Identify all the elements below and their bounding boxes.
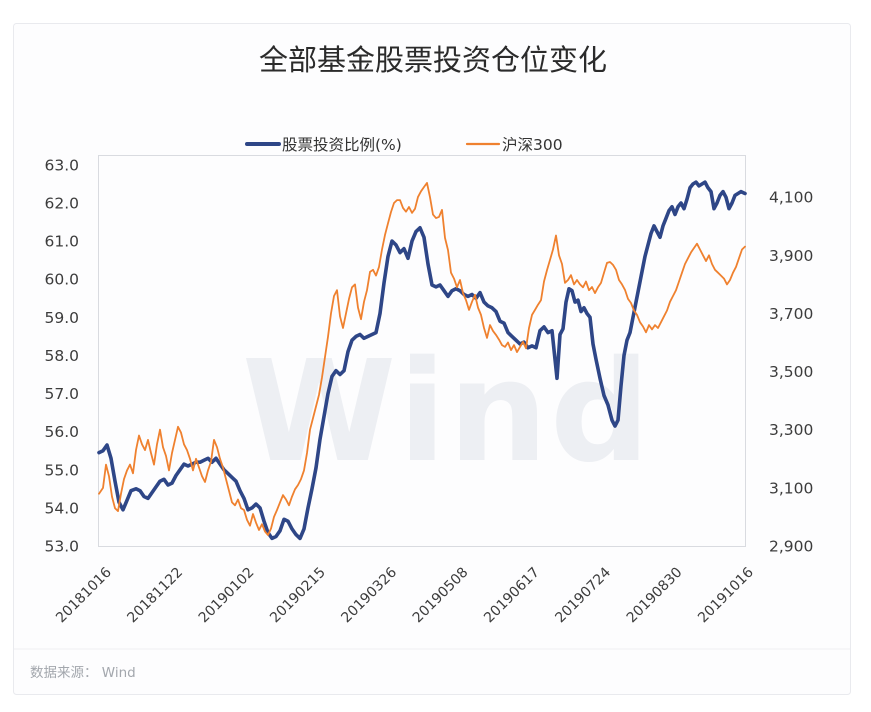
left-axis-tick-label: 56.0 (44, 423, 79, 441)
series-line-stock-ratio (97, 180, 747, 541)
right-axis-tick-label: 3,500 (769, 363, 813, 381)
right-axis-tick-label: 3,700 (769, 305, 813, 323)
right-axis-tick-label: 4,100 (769, 189, 813, 207)
right-axis-tick-label: 3,300 (769, 421, 813, 439)
left-axis-tick-label: 59.0 (44, 309, 79, 327)
plot-area (98, 155, 746, 547)
data-source-label: 数据来源： Wind (30, 665, 136, 681)
left-axis-tick-label: 57.0 (44, 385, 79, 403)
left-axis-tick-label: 60.0 (44, 271, 79, 289)
chart-title: 全部基金股票投资仓位变化 (259, 43, 607, 77)
left-axis-tick-label: 61.0 (44, 233, 79, 251)
legend-label-csi300: 沪深300 (502, 136, 563, 154)
card-frame (13, 23, 851, 695)
left-axis-tick-label: 55.0 (44, 461, 79, 479)
left-axis-tick-label: 63.0 (44, 156, 79, 174)
left-axis-tick-label: 54.0 (44, 499, 79, 517)
left-axis-tick-label: 58.0 (44, 347, 79, 365)
right-axis-tick-label: 3,900 (769, 247, 813, 265)
legend: 股票投资比例(%) 沪深300 (245, 136, 563, 154)
right-axis-tick-label: 3,100 (769, 479, 813, 497)
legend-label-stock-ratio: 股票投资比例(%) (282, 136, 402, 154)
left-axis-tick-label: 53.0 (44, 538, 79, 556)
right-axis-tick-label: 2,900 (769, 538, 813, 556)
left-axis-tick-label: 62.0 (44, 195, 79, 213)
series-line-csi300 (98, 181, 746, 536)
wind-watermark: Wind (242, 331, 652, 494)
